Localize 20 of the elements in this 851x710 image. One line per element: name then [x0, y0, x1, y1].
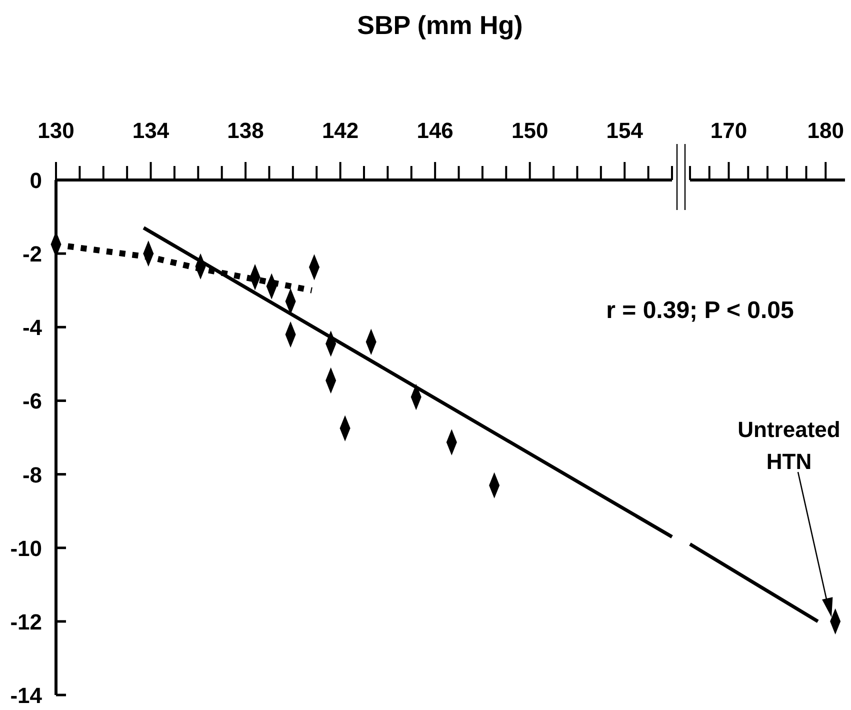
x-tick-label: 170 — [710, 118, 748, 143]
y-tick-label: -10 — [10, 536, 42, 561]
x-tick-label: 134 — [132, 118, 170, 143]
y-tick-label: 0 — [30, 168, 42, 193]
annotation: Untreated HTN — [738, 417, 840, 474]
y-tick-label: -2 — [22, 242, 42, 267]
y-tick-label: -14 — [10, 683, 43, 708]
y-tick-label: -4 — [22, 315, 43, 340]
x-tick-label: 150 — [511, 118, 548, 143]
x-tick-label: 130 — [38, 118, 74, 143]
x-tick-label: 142 — [322, 118, 359, 143]
x-tick-label: 146 — [416, 118, 454, 143]
y-tick-label: -8 — [22, 462, 42, 488]
x-axis-title: SBP (mm Hg) — [357, 10, 523, 40]
y-tick-label: -12 — [10, 609, 42, 634]
annotation: r = 0.39; P < 0.05 — [606, 297, 794, 324]
x-tick-label: 154 — [606, 118, 644, 143]
x-tick-label: 138 — [227, 118, 264, 143]
y-tick-label: -6 — [22, 388, 42, 414]
x-tick-label: 180 — [807, 118, 844, 143]
